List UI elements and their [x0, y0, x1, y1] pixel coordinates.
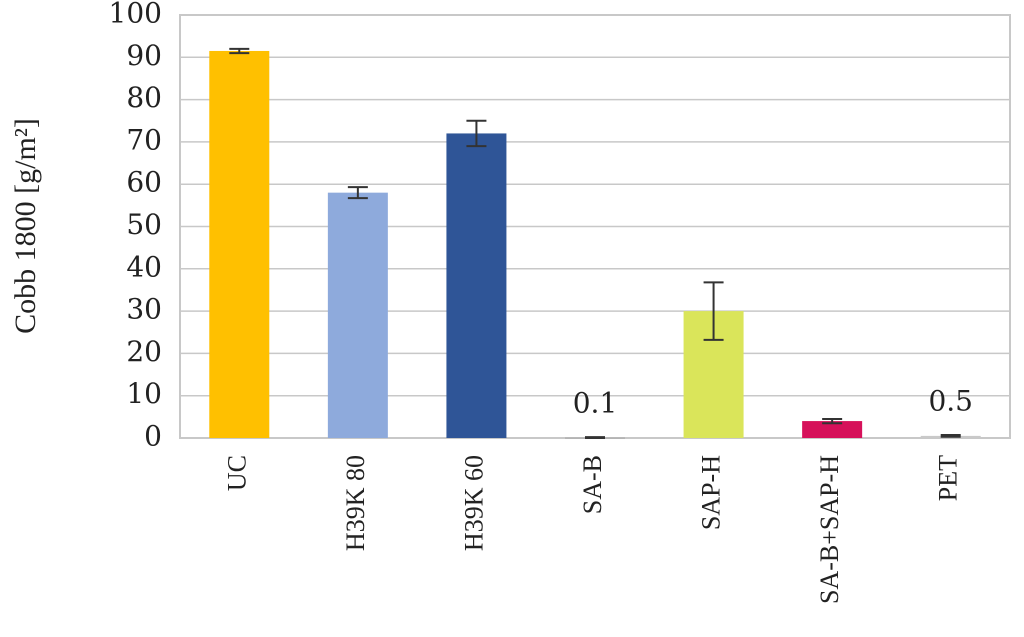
y-tick-label: 80: [126, 81, 162, 114]
value-label: 0.1: [573, 387, 618, 420]
y-axis-title: Cobb 1800 [g/m²]: [9, 118, 42, 334]
bar: [209, 50, 270, 439]
x-tick-label: H39K 60: [459, 455, 488, 551]
y-tick-label: 30: [126, 293, 162, 326]
x-tick-label: SA-B: [578, 455, 607, 514]
x-tick-label: PET: [934, 455, 963, 501]
value-label: 0.5: [928, 385, 973, 418]
y-tick-label: 90: [126, 39, 162, 72]
bar: [446, 133, 507, 438]
y-tick-label: 70: [126, 123, 162, 156]
x-tick-label: H39K 80: [341, 455, 370, 551]
y-tick-label: 0: [144, 420, 162, 453]
bar: [327, 192, 388, 438]
y-tick-label: 100: [109, 0, 162, 30]
x-tick-label: UC: [222, 455, 251, 491]
x-tick-label: SA-B+SAP-H: [815, 455, 844, 604]
y-tick-label: 40: [126, 250, 162, 283]
y-tick-label: 20: [126, 335, 162, 368]
bar: [802, 421, 863, 438]
y-tick-label: 60: [126, 166, 162, 199]
y-tick-label: 10: [126, 377, 162, 410]
y-tick-label: 50: [126, 208, 162, 241]
x-tick-label: SAP-H: [697, 455, 726, 530]
